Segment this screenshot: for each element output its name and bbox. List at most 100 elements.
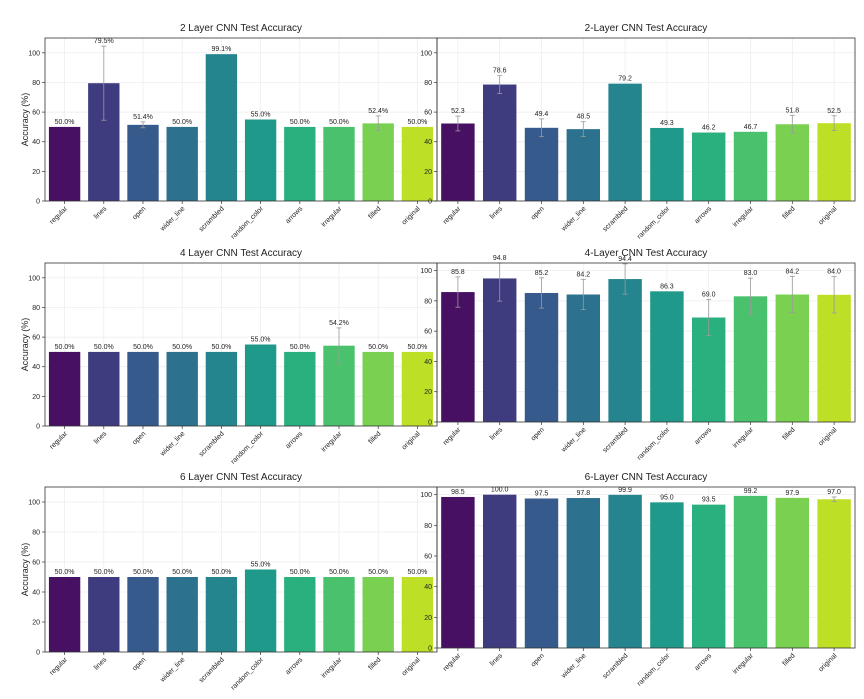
data-label: 50.0% xyxy=(94,569,114,576)
bar xyxy=(244,119,277,201)
y-tick-label: 40 xyxy=(424,359,432,366)
data-label: 50.0% xyxy=(290,344,310,351)
data-label: 55.0% xyxy=(251,112,271,119)
x-tick-label: scrambled xyxy=(198,430,226,458)
x-tick-label: lines xyxy=(489,205,504,220)
chart-panel-2-layer-alt: 0 20 40 60 80 100 52.3 regular 78.6 lines 49.4 open… xyxy=(420,23,856,241)
bar xyxy=(205,577,238,652)
data-label: 69.0 xyxy=(702,291,716,298)
data-label: 50.0% xyxy=(407,119,427,126)
bar xyxy=(205,54,238,201)
data-label: 85.8 xyxy=(451,269,465,276)
x-tick-label: filled xyxy=(367,205,382,220)
bar xyxy=(88,351,120,426)
x-tick-label: regular xyxy=(49,656,70,677)
x-tick-label: arrows xyxy=(284,430,304,450)
bar xyxy=(608,279,642,422)
data-label: 50.0% xyxy=(368,344,388,351)
x-tick-label: open xyxy=(530,652,546,668)
x-tick-label: regular xyxy=(442,652,463,673)
data-label: 46.7 xyxy=(744,124,758,131)
y-tick-label: 20 xyxy=(32,169,40,176)
x-tick-label: original xyxy=(401,430,422,451)
x-tick-label: lines xyxy=(93,430,108,445)
data-label: 100.0 xyxy=(491,487,509,494)
data-label: 98.5 xyxy=(451,489,465,496)
x-tick-label: original xyxy=(401,656,422,677)
data-label: 79.5% xyxy=(94,38,114,45)
x-tick-label: open xyxy=(131,430,147,446)
y-tick-label: 0 xyxy=(428,420,432,427)
x-tick-label: original xyxy=(818,426,839,447)
bar xyxy=(205,351,238,426)
data-label: 50.0% xyxy=(172,119,192,126)
data-label: 97.0 xyxy=(827,489,841,496)
bar xyxy=(482,84,517,201)
x-tick-label: wider_line xyxy=(560,652,588,680)
y-tick-label: 20 xyxy=(424,615,432,622)
x-tick-label: wider_line xyxy=(560,205,588,233)
y-tick-label: 20 xyxy=(32,394,40,401)
data-label: 49.4 xyxy=(535,111,549,118)
bar xyxy=(48,351,81,426)
y-axis-label: Accuracy (%) xyxy=(20,93,30,147)
bar xyxy=(817,123,851,201)
bar xyxy=(775,124,810,201)
bar xyxy=(733,296,768,422)
y-tick-label: 0 xyxy=(428,199,432,206)
y-tick-label: 100 xyxy=(420,50,432,57)
data-label: 52.5 xyxy=(827,108,841,115)
bar xyxy=(401,126,434,201)
data-label: 50.0% xyxy=(55,569,75,576)
data-label: 79.2 xyxy=(618,76,632,83)
data-label: 46.2 xyxy=(702,125,716,132)
y-tick-label: 80 xyxy=(424,80,432,87)
bar xyxy=(323,577,355,652)
y-tick-label: 40 xyxy=(424,584,432,591)
y-tick-label: 0 xyxy=(36,424,40,431)
bar xyxy=(650,502,684,648)
bar xyxy=(166,126,198,201)
x-tick-label: arrows xyxy=(284,205,304,225)
bar xyxy=(524,498,559,648)
y-tick-label: 0 xyxy=(428,646,432,653)
data-label: 86.3 xyxy=(660,283,674,290)
y-tick-label: 60 xyxy=(32,335,40,342)
data-label: 99.1% xyxy=(211,46,231,53)
data-label: 51.4% xyxy=(133,114,153,121)
x-tick-label: arrows xyxy=(693,652,713,672)
y-tick-label: 100 xyxy=(28,500,40,507)
bar xyxy=(244,344,277,426)
data-label: 50.0% xyxy=(407,569,427,576)
data-label: 52.3 xyxy=(451,108,465,115)
x-tick-label: irregular xyxy=(732,426,756,450)
x-tick-label: random_color xyxy=(230,656,266,692)
bar xyxy=(566,498,601,648)
data-label: 51.8 xyxy=(785,107,799,114)
bar xyxy=(733,131,768,201)
data-label: 54.2% xyxy=(329,320,349,327)
bar xyxy=(775,294,810,422)
x-tick-label: irregular xyxy=(732,652,756,676)
data-label: 97.5 xyxy=(535,491,549,498)
plot-frame xyxy=(436,486,856,649)
chart-title: 2-Layer CNN Test Accuracy xyxy=(585,23,708,34)
data-label: 50.0% xyxy=(290,119,310,126)
x-tick-label: scrambled xyxy=(602,652,630,680)
data-label: 50.0% xyxy=(368,569,388,576)
data-label: 55.0% xyxy=(251,337,271,344)
data-label: 85.2 xyxy=(535,270,549,277)
y-tick-label: 40 xyxy=(32,364,40,371)
y-tick-label: 20 xyxy=(424,389,432,396)
data-label: 99.2 xyxy=(744,488,758,495)
y-tick-label: 80 xyxy=(424,298,432,305)
x-tick-label: open xyxy=(131,656,147,672)
data-label: 83.0 xyxy=(744,270,758,277)
y-axis-label: Accuracy (%) xyxy=(20,318,30,372)
bar xyxy=(482,494,517,648)
y-tick-label: 80 xyxy=(424,523,432,530)
x-tick-label: wider_line xyxy=(159,656,187,684)
bar xyxy=(401,351,434,426)
y-tick-label: 40 xyxy=(424,139,432,146)
data-label: 50.0% xyxy=(172,569,192,576)
